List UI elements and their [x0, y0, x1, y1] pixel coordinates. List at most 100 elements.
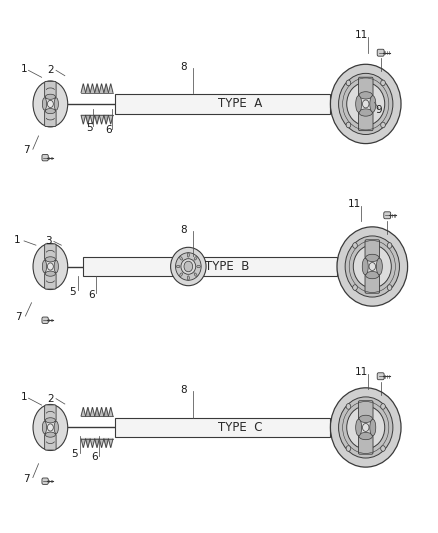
Ellipse shape: [339, 397, 393, 458]
FancyBboxPatch shape: [42, 155, 48, 161]
Polygon shape: [104, 407, 109, 416]
FancyBboxPatch shape: [358, 401, 373, 420]
FancyBboxPatch shape: [377, 49, 384, 56]
Polygon shape: [81, 115, 85, 124]
FancyBboxPatch shape: [45, 405, 56, 422]
Ellipse shape: [54, 98, 58, 110]
Polygon shape: [90, 439, 95, 448]
FancyBboxPatch shape: [42, 317, 48, 324]
Polygon shape: [95, 407, 99, 416]
Ellipse shape: [353, 245, 391, 288]
Circle shape: [346, 80, 351, 86]
Ellipse shape: [177, 265, 180, 268]
Ellipse shape: [45, 432, 56, 437]
Ellipse shape: [345, 236, 399, 297]
Ellipse shape: [370, 419, 376, 436]
Ellipse shape: [180, 256, 183, 260]
Polygon shape: [85, 407, 90, 416]
Ellipse shape: [359, 109, 372, 116]
Circle shape: [346, 122, 351, 128]
FancyBboxPatch shape: [358, 435, 373, 454]
FancyBboxPatch shape: [365, 274, 380, 293]
Polygon shape: [95, 439, 99, 448]
Text: 7: 7: [15, 312, 22, 322]
Circle shape: [369, 263, 375, 270]
FancyBboxPatch shape: [377, 373, 384, 379]
FancyBboxPatch shape: [384, 212, 391, 219]
Ellipse shape: [42, 421, 46, 434]
Text: 5: 5: [69, 287, 76, 297]
Polygon shape: [81, 84, 85, 93]
FancyBboxPatch shape: [45, 110, 56, 126]
Ellipse shape: [330, 388, 401, 467]
Circle shape: [346, 446, 351, 451]
Circle shape: [184, 261, 193, 272]
Text: TYPE  A: TYPE A: [218, 98, 262, 110]
Bar: [83, 257, 337, 276]
Ellipse shape: [347, 406, 385, 449]
Ellipse shape: [194, 273, 197, 277]
Ellipse shape: [359, 92, 372, 99]
Polygon shape: [85, 439, 90, 448]
Text: 1: 1: [14, 235, 21, 245]
Text: 8: 8: [180, 62, 187, 71]
Circle shape: [363, 424, 369, 431]
Polygon shape: [90, 115, 95, 124]
Ellipse shape: [197, 265, 200, 268]
Text: 8: 8: [180, 385, 187, 395]
Ellipse shape: [180, 273, 183, 277]
Ellipse shape: [45, 257, 56, 262]
Ellipse shape: [33, 405, 68, 450]
Ellipse shape: [54, 421, 58, 434]
FancyBboxPatch shape: [42, 478, 48, 484]
Text: 5: 5: [71, 449, 78, 459]
Ellipse shape: [376, 258, 382, 275]
Text: 11: 11: [355, 30, 368, 39]
Polygon shape: [85, 84, 90, 93]
Text: TYPE  B: TYPE B: [205, 260, 250, 273]
Circle shape: [387, 285, 392, 290]
Text: 1: 1: [21, 64, 28, 74]
Ellipse shape: [359, 415, 372, 423]
Circle shape: [346, 403, 351, 409]
Text: 2: 2: [47, 394, 54, 403]
Circle shape: [363, 100, 369, 108]
Ellipse shape: [356, 419, 362, 436]
Polygon shape: [109, 439, 113, 448]
FancyBboxPatch shape: [45, 82, 56, 98]
Circle shape: [381, 80, 385, 86]
Ellipse shape: [187, 253, 189, 257]
Ellipse shape: [54, 260, 58, 273]
Ellipse shape: [42, 98, 46, 110]
Text: 11: 11: [348, 199, 361, 208]
Circle shape: [381, 403, 385, 409]
Ellipse shape: [45, 418, 56, 423]
Polygon shape: [85, 115, 90, 124]
Polygon shape: [95, 84, 99, 93]
Ellipse shape: [170, 247, 206, 286]
FancyBboxPatch shape: [45, 272, 56, 289]
FancyBboxPatch shape: [45, 244, 56, 261]
Ellipse shape: [187, 276, 189, 280]
Bar: [115, 418, 330, 437]
Circle shape: [47, 100, 53, 108]
Ellipse shape: [337, 227, 408, 306]
Circle shape: [353, 285, 357, 290]
Text: 1: 1: [21, 392, 28, 402]
Ellipse shape: [45, 94, 56, 99]
Ellipse shape: [194, 256, 197, 260]
Polygon shape: [81, 407, 85, 416]
Text: TYPE  C: TYPE C: [218, 421, 262, 434]
Polygon shape: [109, 84, 113, 93]
Polygon shape: [99, 115, 104, 124]
FancyBboxPatch shape: [358, 111, 373, 131]
Polygon shape: [104, 115, 109, 124]
Text: 3: 3: [45, 237, 52, 246]
Polygon shape: [99, 84, 104, 93]
Circle shape: [381, 446, 385, 451]
Polygon shape: [81, 439, 85, 448]
Polygon shape: [104, 439, 109, 448]
Bar: [115, 94, 330, 114]
Ellipse shape: [45, 109, 56, 114]
Text: 6: 6: [91, 452, 98, 462]
